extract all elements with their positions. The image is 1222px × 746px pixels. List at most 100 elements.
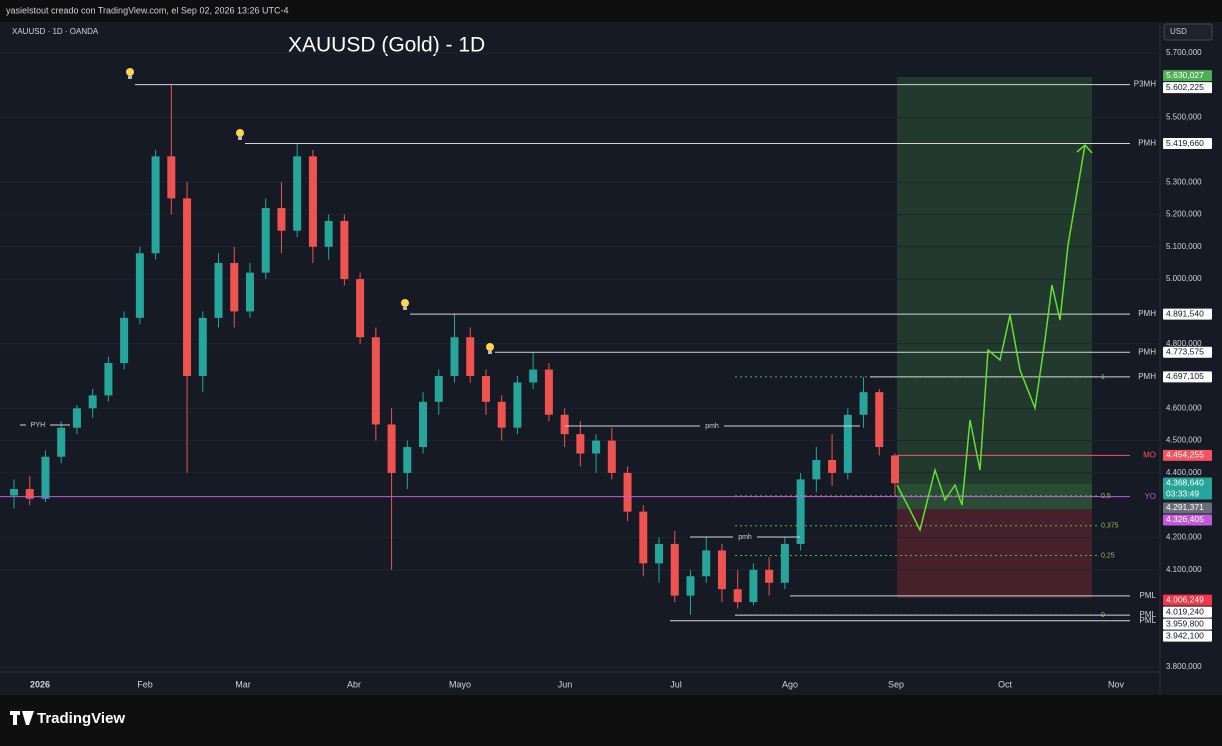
candle-body <box>151 156 160 254</box>
candle-body <box>183 198 192 376</box>
candle-body <box>560 414 569 435</box>
price-badge <box>1163 618 1212 630</box>
price-badge <box>1163 371 1212 383</box>
price-badge-label: 3.942,100 <box>1166 630 1204 640</box>
symbol-info: XAUUSD · 1D · OANDA <box>12 27 99 36</box>
price-badge-label: 4.368,640 <box>1166 477 1204 487</box>
price-tick-label: 5.100,000 <box>1166 242 1202 251</box>
candle-body <box>245 272 254 312</box>
price-tick-label: 5.000,000 <box>1166 274 1202 283</box>
level-name: PMH <box>1138 309 1156 318</box>
projection-path <box>896 144 1086 533</box>
price-badge-label: 4.773,575 <box>1166 346 1204 356</box>
candle-body <box>261 208 270 273</box>
candle-body <box>655 543 664 564</box>
idea-icon-base <box>238 137 242 140</box>
price-badge <box>1163 82 1212 94</box>
candle-body <box>686 576 695 596</box>
price-badge-label: 5.602,225 <box>1166 82 1204 92</box>
price-badge-label: 3.959,800 <box>1166 618 1204 628</box>
candle-body <box>25 489 34 499</box>
candle-body <box>277 208 286 231</box>
price-tick-label: 4.200,000 <box>1166 533 1202 542</box>
candle-body <box>891 455 899 484</box>
level-name: PMH <box>1138 139 1156 148</box>
mark-label-bg <box>26 420 50 430</box>
candle-body <box>497 401 506 428</box>
candle-body <box>576 434 585 454</box>
projection-arrow <box>1076 143 1093 154</box>
mark-label: pmh <box>705 423 719 430</box>
candle-body <box>765 569 774 583</box>
price-badge <box>1163 138 1212 150</box>
footer-bar <box>0 695 1222 741</box>
candle-body <box>607 440 616 473</box>
price-badge <box>1163 477 1212 500</box>
candle-body <box>843 414 852 473</box>
candle-body <box>104 363 113 396</box>
currency[interactable]: USD <box>1170 27 1187 36</box>
price-badge <box>1163 606 1212 618</box>
brand: TradingView <box>37 710 125 727</box>
mark-label: pmh <box>738 534 752 541</box>
candle-body <box>120 317 129 364</box>
level-name: PML <box>1140 610 1157 619</box>
candle-body <box>513 382 522 428</box>
candle-body <box>135 253 144 318</box>
idea-icon <box>126 68 134 76</box>
candle-body <box>340 220 349 280</box>
level-name: MO <box>1143 450 1156 459</box>
fib-label: 0,375 <box>1101 523 1119 530</box>
time-label: Feb <box>137 679 153 689</box>
currency-box[interactable] <box>1163 23 1213 41</box>
candle-body <box>10 489 18 496</box>
candle-body <box>859 392 868 415</box>
price-tick-label: 4.800,000 <box>1166 339 1202 348</box>
price-tick-label: 5.300,000 <box>1166 177 1202 186</box>
candle-body <box>670 543 679 596</box>
idea-icon <box>236 129 244 137</box>
candle-body <box>324 220 333 247</box>
time-label: Jul <box>670 679 682 689</box>
idea-icon <box>401 299 409 307</box>
time-label: Mar <box>235 679 251 689</box>
level-name: YO <box>1144 492 1156 501</box>
price-badge-label: 4.697,105 <box>1166 371 1204 381</box>
price-badge-label: 5.419,660 <box>1166 138 1204 148</box>
idea-icon-base <box>128 76 132 79</box>
candle-body <box>72 408 81 428</box>
candle-body <box>419 401 428 448</box>
candle-body <box>356 279 365 338</box>
candle-body <box>198 317 207 376</box>
price-tick-label: 4.500,000 <box>1166 436 1202 445</box>
candle-body <box>828 459 837 473</box>
price-badge-label: 4.454,255 <box>1166 450 1204 460</box>
candle-body <box>749 569 758 603</box>
idea-icon-base <box>488 351 492 354</box>
stop-zone <box>897 509 1092 598</box>
price-tick-label: 4.400,000 <box>1166 468 1202 477</box>
time-label: Abr <box>347 679 361 689</box>
candle-body <box>639 511 648 564</box>
candle-body <box>812 459 821 480</box>
brand-logo <box>10 711 34 725</box>
candle-body <box>733 589 742 603</box>
candle-body <box>214 262 223 318</box>
candle-body <box>796 479 805 544</box>
price-badge-label: 4.891,540 <box>1166 308 1204 318</box>
candle-body <box>450 337 459 376</box>
mark-label-bg <box>700 421 724 431</box>
price-badge-label: 4.291,371 <box>1166 502 1204 512</box>
price-badge-label: 4.006,249 <box>1166 594 1204 604</box>
price-badge-label: 4.019,240 <box>1166 606 1204 616</box>
candle-body <box>717 550 726 590</box>
candle-body <box>41 456 50 499</box>
candle-body <box>57 427 66 457</box>
price-tick-label: 4.600,000 <box>1166 403 1202 412</box>
candle-body <box>875 392 884 448</box>
level-name: PMH <box>1138 347 1156 356</box>
candle-body <box>592 440 601 454</box>
price-badge <box>1163 502 1212 514</box>
price-badge <box>1163 70 1212 82</box>
